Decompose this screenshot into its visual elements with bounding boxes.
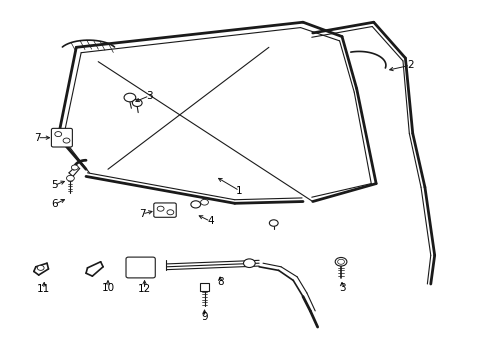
Text: 3: 3 — [338, 283, 345, 293]
Circle shape — [200, 199, 208, 205]
FancyBboxPatch shape — [126, 257, 155, 278]
Text: 12: 12 — [138, 284, 151, 294]
Text: 4: 4 — [206, 216, 213, 226]
Text: 9: 9 — [201, 312, 207, 322]
Circle shape — [243, 259, 255, 267]
Text: 7: 7 — [139, 209, 145, 219]
Circle shape — [190, 201, 200, 208]
Circle shape — [337, 259, 344, 264]
FancyBboxPatch shape — [154, 203, 176, 217]
Text: 11: 11 — [37, 284, 50, 294]
Text: 10: 10 — [101, 283, 114, 293]
Text: 8: 8 — [216, 277, 223, 287]
Circle shape — [63, 138, 70, 143]
Circle shape — [157, 206, 163, 211]
Circle shape — [66, 175, 74, 181]
Text: 5: 5 — [51, 180, 58, 190]
FancyBboxPatch shape — [199, 283, 209, 291]
Circle shape — [71, 165, 78, 170]
Text: 7: 7 — [34, 133, 41, 143]
Circle shape — [55, 132, 61, 136]
Text: 1: 1 — [236, 186, 243, 196]
FancyBboxPatch shape — [51, 129, 72, 147]
Text: 2: 2 — [406, 60, 413, 70]
Circle shape — [132, 99, 142, 107]
Circle shape — [37, 265, 44, 270]
Text: 3: 3 — [146, 91, 152, 101]
Text: 6: 6 — [51, 199, 58, 210]
Circle shape — [124, 93, 136, 102]
Circle shape — [166, 210, 173, 215]
Circle shape — [269, 220, 278, 226]
Circle shape — [334, 257, 346, 266]
